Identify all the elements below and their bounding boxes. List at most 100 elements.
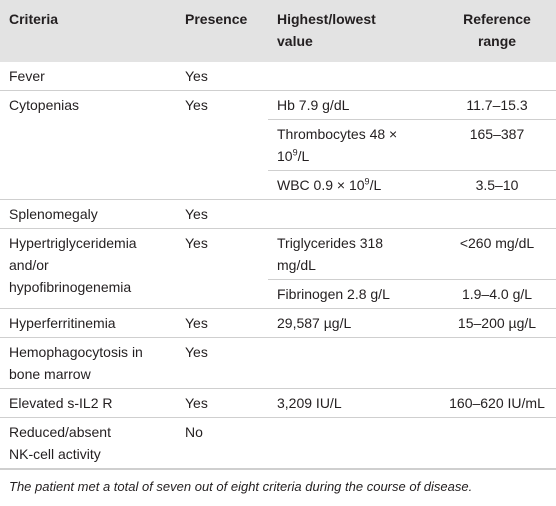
cell-line: Triglycerides 318 (277, 235, 384, 251)
presence-cell: Yes (176, 337, 268, 389)
cell-line: 165–387 (469, 126, 525, 142)
range-cell (438, 62, 556, 91)
range-cell (438, 417, 556, 469)
text-segment: /L (297, 148, 310, 164)
range-cell (438, 337, 556, 389)
superscript: 9 (364, 176, 370, 187)
range-cell: 160–620 IU/mL (438, 388, 556, 418)
cell-line: value (277, 33, 313, 49)
cell-line: Splenomegaly (9, 206, 98, 222)
value-cell: 29,587 µg/L (268, 308, 438, 338)
cell-line: Elevated s-IL2 R (9, 395, 113, 411)
cell-line: Yes (185, 315, 208, 331)
table-row: Fibrinogen 2.8 g/L 1.9–4.0 g/L (0, 279, 556, 309)
cell-line: Hemophagocytosis in (9, 344, 143, 360)
table-row: Hyperferritinemia Yes 29,587 µg/L 15–200 µg… (0, 308, 556, 338)
table-row: Hemophagocytosis in bone marrow Yes (0, 337, 556, 389)
cell-line: Criteria (9, 11, 59, 27)
criteria-cell: Reduced/absent NK-cell activity (0, 417, 176, 469)
range-cell: 3.5–10 (438, 170, 556, 200)
presence-cell: Yes (176, 388, 268, 418)
table-row: Hypertriglyceridemia and/or hypofibrinogen… (0, 228, 556, 309)
criteria-cell: Fever (0, 62, 176, 91)
header-cell: Reference range (438, 0, 556, 62)
presence-cell: Yes (176, 62, 268, 91)
value-cell (268, 337, 438, 389)
value-cell: 3,209 IU/L (268, 388, 438, 418)
cell-line: Presence (185, 11, 248, 27)
cell-line: Hypertriglyceridemia (9, 235, 137, 251)
cell-line: 1.9–4.0 g/L (461, 286, 533, 302)
header-cell: Presence (176, 0, 268, 62)
superscript: 9 (292, 147, 298, 158)
range-cell: 165–387 (438, 119, 556, 171)
presence-cell: Yes (176, 308, 268, 338)
table-row: Thrombocytes 48 × 109/L 165–387 (0, 119, 556, 171)
cell-line: mg/dL (277, 257, 316, 273)
cell-line: Highest/lowest (277, 11, 376, 27)
value-cell: Fibrinogen 2.8 g/L (268, 279, 438, 309)
range-cell: 11.7–15.3 (438, 90, 556, 120)
cell-line: range (477, 33, 517, 49)
cell-line: <260 mg/dL (459, 235, 535, 251)
table-row: Splenomegaly Yes (0, 199, 556, 229)
header-cell: Highest/lowest value (268, 0, 438, 62)
cell-line: NK-cell activity (9, 446, 101, 462)
criteria-cell: Hemophagocytosis in bone marrow (0, 337, 176, 389)
cell-line: Hyperferritinemia (9, 315, 116, 331)
cell-line: Yes (185, 97, 208, 113)
cell-line: Yes (185, 68, 208, 84)
header-row: Criteria Presence Highest/lowest value Refer… (0, 0, 556, 62)
value-cell: Thrombocytes 48 × 109/L (268, 119, 438, 171)
criteria-cell: Hyperferritinemia (0, 308, 176, 338)
table-body: Fever Yes Cytopenias Yes Hb 7.9 g/dL 11.7–15.… (0, 62, 556, 469)
range-cell: 1.9–4.0 g/L (438, 279, 556, 309)
value-cell (268, 417, 438, 469)
cell-line: Fibrinogen 2.8 g/L (277, 286, 390, 302)
cell-line: Hb 7.9 g/dL (277, 97, 350, 113)
cell-line: Thrombocytes 48 × (277, 126, 398, 142)
cell-line: and/or (9, 257, 49, 273)
range-cell (438, 199, 556, 229)
table-row: WBC 0.9 × 109/L 3.5–10 (0, 170, 556, 200)
criteria-table: Criteria Presence Highest/lowest value Refer… (0, 0, 556, 469)
presence-cell: Yes (176, 228, 268, 309)
cell-line: No (185, 424, 203, 440)
cell-line: Yes (185, 235, 208, 251)
criteria-cell: Elevated s-IL2 R (0, 388, 176, 418)
text-segment: 10 (277, 148, 293, 164)
cell-line: 15–200 µg/L (457, 315, 537, 331)
cell-line: Fever (9, 68, 45, 84)
value-cell (268, 199, 438, 229)
range-cell: 15–200 µg/L (438, 308, 556, 338)
table-row: Fever Yes (0, 62, 556, 91)
presence-cell: Yes (176, 90, 268, 200)
cell-line: Reference (463, 11, 531, 27)
cell-line: 3.5–10 (475, 177, 519, 193)
cell-line: Cytopenias (9, 97, 80, 113)
table-row: Reduced/absent NK-cell activity No (0, 417, 556, 469)
cell-line: 29,587 µg/L (277, 315, 352, 331)
presence-cell: No (176, 417, 268, 469)
cell-line: hypofibrinogenemia (9, 279, 132, 295)
value-cell: Hb 7.9 g/dL (268, 90, 438, 120)
table-row: Cytopenias Yes Hb 7.9 g/dL 11.7–15.3 (0, 90, 556, 200)
cell-line: 160–620 IU/mL (449, 395, 545, 411)
criteria-cell: Cytopenias (0, 90, 176, 200)
criteria-cell: Hypertriglyceridemia and/or hypofibrinogen… (0, 228, 176, 309)
presence-cell: Yes (176, 199, 268, 229)
range-cell: <260 mg/dL (438, 228, 556, 280)
cell-line: Yes (185, 344, 208, 360)
text-segment: /L (369, 177, 382, 193)
cell-line: 109/L (277, 145, 429, 167)
cell-line: Reduced/absent (9, 424, 111, 440)
value-cell: WBC 0.9 × 109/L (268, 170, 438, 200)
table-row: Elevated s-IL2 R Yes 3,209 IU/L 160–620 IU/… (0, 388, 556, 418)
footnote: The patient met a total of seven out of … (0, 469, 556, 494)
cell-line: 3,209 IU/L (277, 395, 342, 411)
cell-line: Yes (185, 395, 208, 411)
cell-line: bone marrow (9, 366, 91, 382)
text-segment: WBC 0.9 × 10 (277, 177, 365, 193)
value-cell (268, 62, 438, 91)
